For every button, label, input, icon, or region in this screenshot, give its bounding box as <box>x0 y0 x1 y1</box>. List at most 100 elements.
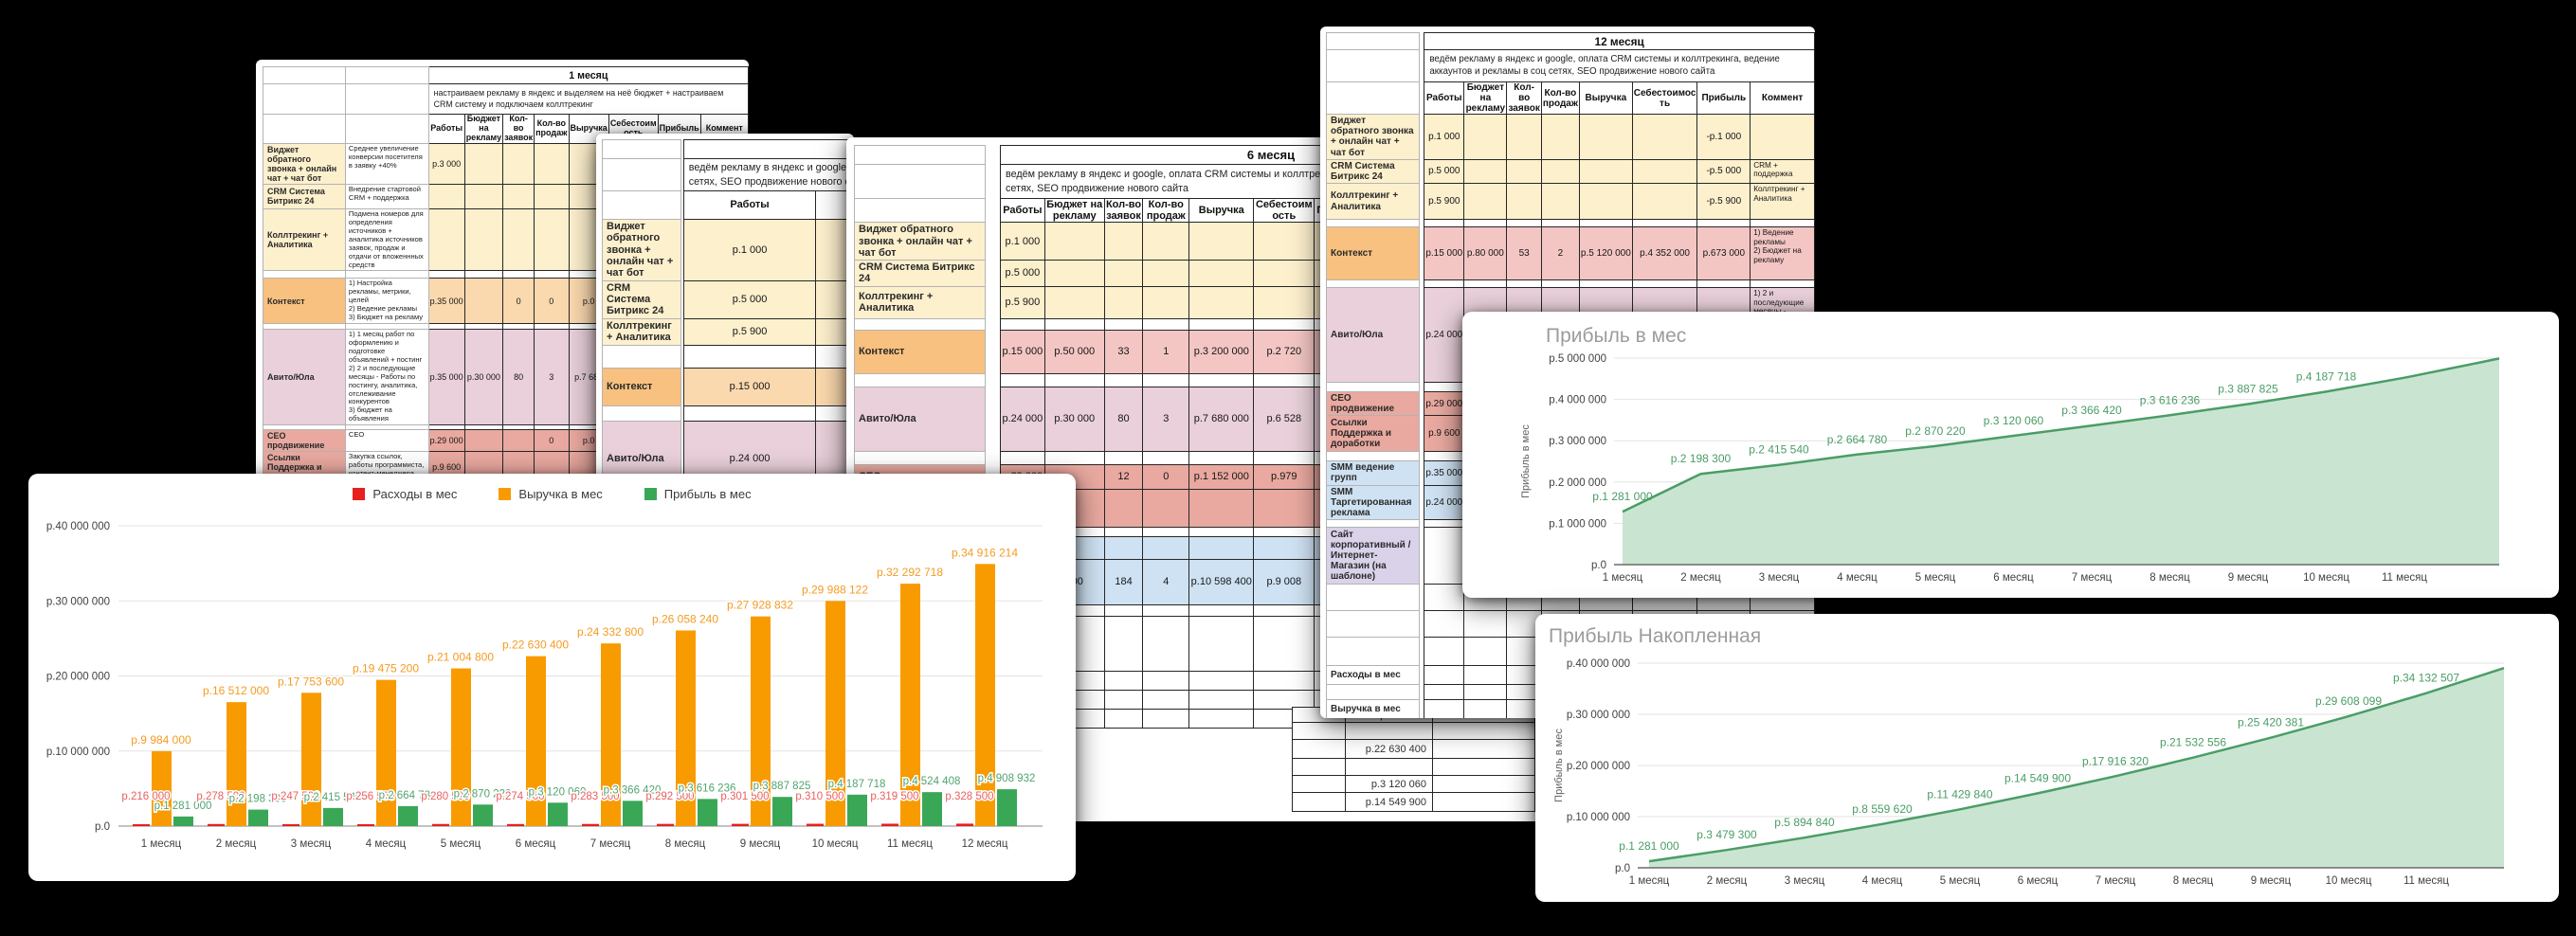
cell: p.1 152 000 <box>1188 463 1255 490</box>
svg-text:p.29 988 122: p.29 988 122 <box>802 583 868 596</box>
row-label <box>854 317 986 331</box>
cell <box>1142 615 1190 672</box>
cell <box>1188 689 1255 710</box>
cell <box>1506 158 1542 185</box>
svg-text:p.14 549 900: p.14 549 900 <box>2005 771 2071 784</box>
svg-text:p.2 664 780: p.2 664 780 <box>1827 433 1888 446</box>
cell <box>1540 114 1580 160</box>
svg-text:4 месяц: 4 месяц <box>1837 572 1878 584</box>
row-comment: Внедрение стартовой CRM + поддержка <box>344 183 429 209</box>
cell <box>427 183 465 209</box>
row-label <box>602 405 681 422</box>
cell <box>1188 450 1255 465</box>
cell: 3 <box>534 329 570 426</box>
cell <box>1142 708 1190 729</box>
cell: CRM + поддержка <box>1750 158 1815 185</box>
svg-text:p.1 281 000: p.1 281 000 <box>154 801 212 812</box>
legend-label: Прибыль в мес <box>663 487 752 501</box>
svg-text:p.24 332 800: p.24 332 800 <box>577 625 644 639</box>
svg-text:p.3 887 825: p.3 887 825 <box>753 781 811 792</box>
svg-text:9 месяц: 9 месяц <box>2228 572 2269 584</box>
svg-text:p.3 366 420: p.3 366 420 <box>2061 404 2122 417</box>
svg-text:p.280 500: p.280 500 <box>421 791 469 802</box>
cell <box>1188 615 1255 672</box>
cell <box>1750 279 1815 289</box>
cell <box>1463 183 1508 221</box>
cell <box>1142 222 1190 261</box>
svg-text:p.30 000 000: p.30 000 000 <box>46 596 110 607</box>
svg-text:4 месяц: 4 месяц <box>1862 875 1903 887</box>
cell <box>1253 450 1315 465</box>
cell <box>1253 285 1315 319</box>
row-label <box>1326 584 1420 612</box>
svg-text:p.11 429 840: p.11 429 840 <box>1927 787 1993 801</box>
column-header: Бюджет на рекламу <box>463 114 504 144</box>
cumulative-profit-chart-window: Прибыль Накопленная p.0 p.10 000 000 p.20 … <box>1535 614 2559 902</box>
cell <box>1463 158 1508 185</box>
row-label: Контекст <box>1326 226 1420 281</box>
cell <box>1142 450 1190 465</box>
blank-row <box>1326 279 1815 289</box>
svg-text:7 месяц: 7 месяц <box>2072 572 2113 584</box>
row-comment <box>344 114 429 144</box>
svg-text:p.3 120 060: p.3 120 060 <box>1984 414 2044 427</box>
svg-text:p.4 187 718: p.4 187 718 <box>828 779 886 790</box>
svg-text:p.1 281 000: p.1 281 000 <box>1592 490 1653 503</box>
column-header: Работы <box>1424 81 1465 115</box>
svg-text:p.32 292 718: p.32 292 718 <box>877 566 943 579</box>
svg-text:p.3 120 060: p.3 120 060 <box>529 786 587 798</box>
svg-text:3 месяц: 3 месяц <box>291 838 332 850</box>
blank-row <box>602 344 854 369</box>
cell <box>1142 603 1190 617</box>
svg-text:p.2 415 540: p.2 415 540 <box>304 792 362 803</box>
sheet-description: ведём рекламу в яндекс и google, оплата … <box>1424 49 1815 82</box>
svg-text:p.301 500: p.301 500 <box>720 791 769 802</box>
cell <box>1142 535 1190 560</box>
sheet-description: настраиваем рекламу в яндекс и выделяем … <box>427 83 749 115</box>
row-label: СЕО продвижение <box>263 429 346 453</box>
summary-value <box>1345 722 1433 740</box>
svg-text:6 месяц: 6 месяц <box>1993 572 2034 584</box>
table-row: Контекст p.15 000 p.80 000 53 2 p.5 120 000 p.… <box>1326 226 1815 281</box>
table-row: Виджет обратного звонка + онлайн чат + ч… <box>1326 114 1815 160</box>
table-row: Виджет обратного звонка + онлайн чат + ч… <box>602 219 854 281</box>
cell <box>1506 183 1542 221</box>
row-label <box>602 344 681 369</box>
cell <box>502 270 535 279</box>
cell <box>1506 279 1542 289</box>
svg-text:p.8 559 620: p.8 559 620 <box>1852 802 1913 816</box>
cell <box>1103 535 1144 560</box>
row-label <box>1326 451 1420 462</box>
cell <box>1103 450 1144 465</box>
svg-text:8 месяц: 8 месяц <box>665 838 706 850</box>
svg-text:8 месяц: 8 месяц <box>2150 572 2190 584</box>
cell <box>1578 279 1633 289</box>
cell <box>1631 158 1698 185</box>
svg-text:11 месяц: 11 месяц <box>2404 875 2449 887</box>
svg-text:p.283 500: p.283 500 <box>571 791 619 802</box>
row-label: Выручка в мес <box>1326 699 1420 718</box>
cell <box>1188 317 1255 331</box>
cell <box>1188 526 1255 537</box>
cell <box>1253 670 1315 691</box>
column-header: Кол-во продаж <box>534 114 570 144</box>
column-header: Бюджет на рекламу <box>1463 81 1508 115</box>
legend-swatch-icon <box>644 488 657 500</box>
row-label: Виджет обратного звонка + онлайн чат + ч… <box>1326 114 1420 160</box>
cell <box>1188 222 1255 261</box>
blank-row <box>602 405 854 422</box>
cell: 4 <box>1142 558 1190 605</box>
column-header: Выручка <box>1188 197 1255 224</box>
cell: 2 <box>1540 226 1580 281</box>
svg-text:p.2 000 000: p.2 000 000 <box>1549 477 1606 489</box>
cell <box>1142 372 1190 387</box>
cell <box>463 429 504 453</box>
cell <box>1506 114 1542 160</box>
cell <box>682 344 817 369</box>
column-header: Кол-во заявок <box>502 114 535 144</box>
cell <box>1253 535 1315 560</box>
cell: p.6 528 <box>1253 386 1315 452</box>
svg-text:p.3 000 000: p.3 000 000 <box>1549 436 1606 447</box>
